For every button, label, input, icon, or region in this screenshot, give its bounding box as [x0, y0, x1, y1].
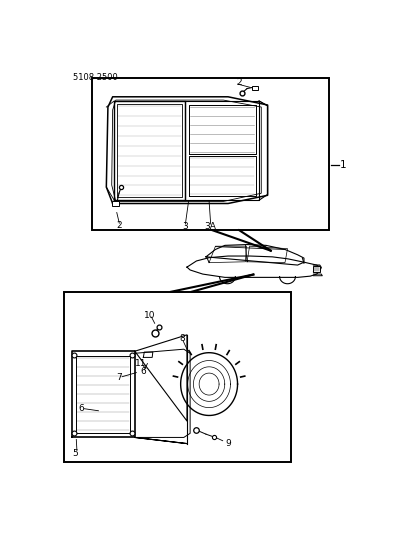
- Text: 5108 2500: 5108 2500: [73, 73, 118, 82]
- Text: 11: 11: [135, 359, 147, 368]
- Text: 6: 6: [140, 367, 146, 376]
- Text: 9: 9: [225, 439, 231, 448]
- Text: 1: 1: [340, 159, 347, 169]
- Text: 5: 5: [72, 449, 78, 457]
- Text: 7: 7: [116, 374, 122, 382]
- Bar: [252, 86, 258, 90]
- Text: 8: 8: [180, 334, 185, 343]
- Bar: [92, 78, 329, 230]
- Bar: [64, 292, 291, 462]
- Text: 10: 10: [144, 311, 155, 320]
- Text: 2: 2: [236, 77, 242, 86]
- Text: 3A: 3A: [205, 222, 217, 231]
- Text: 6: 6: [78, 404, 84, 413]
- Bar: [313, 266, 320, 272]
- Bar: [112, 201, 119, 206]
- Text: 3: 3: [182, 222, 188, 231]
- Text: 2: 2: [117, 221, 122, 230]
